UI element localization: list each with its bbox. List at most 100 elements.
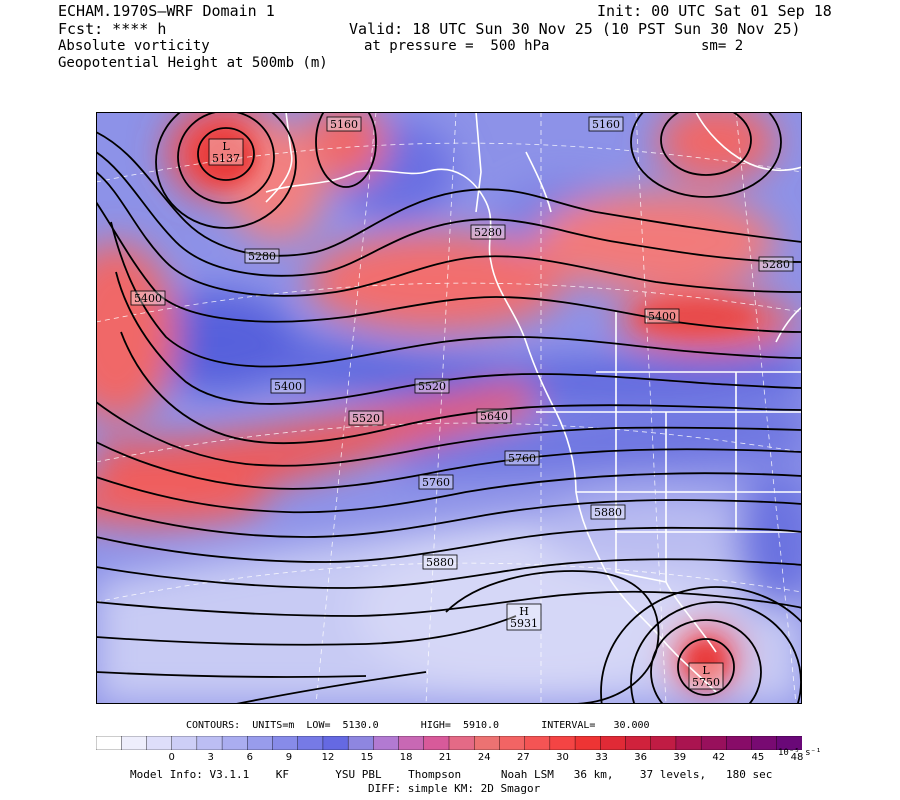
low-marker-text: L	[222, 140, 230, 153]
colorbar-tick-label: 48	[790, 752, 804, 763]
contour-label-text: 5400	[134, 292, 162, 305]
low-marker-text: L	[702, 664, 710, 677]
contour-label: 5880	[590, 504, 626, 520]
contour-label-text: 5760	[508, 452, 536, 465]
colorbar-swatch	[146, 736, 173, 750]
colorbar-tick-label: 39	[673, 752, 687, 763]
contour-label-text: 5160	[592, 118, 620, 131]
contour-label: 5400	[270, 378, 306, 394]
colorbar-swatch	[776, 736, 802, 750]
colorbar-swatch	[221, 736, 248, 750]
colorbar-tick-label: 42	[712, 752, 726, 763]
colorbar-swatch	[700, 736, 728, 750]
field2-label: Geopotential Height at 500mb (m)	[58, 55, 328, 71]
colorbar-tick-label: 21	[438, 752, 452, 763]
contour-label: 5160	[326, 116, 362, 132]
colorbar-tick-label: 6	[246, 752, 253, 763]
valid-time: Valid: 18 UTC Sun 30 Nov 25 (10 PST Sun …	[349, 20, 801, 38]
colorbar-tick-label: 36	[634, 752, 647, 763]
contour-label-text: 5640	[480, 410, 508, 423]
colorbar-units: 10⁻⁵ s⁻¹	[778, 748, 822, 758]
colorbar-swatch	[726, 736, 753, 750]
contour-label: 5640	[476, 408, 512, 424]
contour-label: 5280	[244, 248, 280, 264]
contour-label-text: 5520	[418, 380, 446, 393]
contour-label-text: 5400	[274, 380, 302, 393]
contour-labels: 5160 5160 5280 5280 5280 5400 5400 5400 5520 5520…	[130, 116, 794, 690]
contour-info: CONTOURS: UNITS=m LOW= 5130.0 HIGH= 5910…	[186, 720, 650, 731]
contour-label-text: 5520	[352, 412, 380, 425]
field1-label: Absolute vorticity	[58, 38, 210, 54]
pressure-label: at pressure = 500 hPa	[364, 38, 550, 54]
colorbar-swatch	[675, 736, 702, 750]
colorbar-tick-label: 33	[595, 752, 608, 763]
colorbar-tick-label: 45	[751, 752, 765, 763]
colorbar-swatch	[574, 736, 601, 750]
colorbar-swatch	[297, 736, 324, 750]
contour-label: 5880	[422, 554, 458, 570]
contour-label-text: 5880	[426, 556, 454, 569]
colorbar-tick-label: 12	[321, 752, 335, 763]
contour-label: 5520	[348, 410, 384, 426]
colorbar-swatch	[322, 736, 349, 750]
low-marker-text: 5137	[212, 152, 240, 165]
colorbar-swatch	[751, 736, 778, 750]
colorbar-swatch	[272, 736, 299, 750]
model-title: ECHAM.1970S–WRF Domain 1	[58, 2, 275, 20]
colorbar-tick-label: 0	[168, 752, 175, 763]
model-info: Model Info: V3.1.1 KF YSU PBL Thompson N…	[130, 768, 773, 781]
colorbar-tick-label: 24	[477, 752, 491, 763]
height-contours	[96, 112, 802, 704]
contour-label-text: 5400	[648, 310, 676, 323]
colorbar-tick-label: 30	[556, 752, 569, 763]
contour-label-text: 5280	[762, 258, 790, 271]
contour-label: 5160	[588, 116, 624, 132]
colorbar-swatch	[247, 736, 274, 750]
contour-label: 5400	[644, 308, 680, 324]
contour-label-text: 5280	[474, 226, 502, 239]
graticule	[96, 112, 802, 704]
colorbar-swatch	[625, 736, 652, 750]
forecast-hour: Fcst: **** h	[58, 20, 167, 38]
vorticity-map: 5160 5160 5280 5280 5280 5400 5400 5400 5520 5520…	[96, 112, 802, 704]
contour-label: 5280	[758, 256, 794, 272]
colorbar-tick-label: 15	[360, 752, 374, 763]
colorbar-swatch	[347, 736, 375, 750]
contour-label: 5400	[130, 290, 166, 306]
colorbar-swatch	[171, 736, 198, 750]
smoothing-label: sm= 2	[701, 38, 744, 54]
colorbar-swatch	[121, 736, 148, 750]
colorbar-swatch	[96, 736, 122, 750]
colorbar-swatch	[398, 736, 425, 750]
colorbar-swatch	[650, 736, 677, 750]
contour-label-text: 5880	[594, 506, 622, 519]
boundaries	[265, 112, 802, 693]
colorbar-swatch	[600, 736, 627, 750]
colorbar-swatch	[423, 736, 450, 750]
contour-label-text: 5160	[330, 118, 358, 131]
colorbar-swatch	[499, 736, 526, 750]
high-marker-text: H	[519, 605, 529, 618]
colorbar-swatch	[448, 736, 475, 750]
high-marker-text: 5931	[510, 617, 538, 630]
contour-label: 5520	[414, 378, 450, 394]
contour-label: 5280	[470, 224, 506, 240]
colorbar-swatch	[196, 736, 223, 750]
contour-label: 5760	[504, 450, 540, 466]
diff-info: DIFF: simple KM: 2D Smagor	[368, 782, 541, 795]
init-time: Init: 00 UTC Sat 01 Sep 18	[597, 2, 832, 20]
contour-label-text: 5760	[422, 476, 450, 489]
contour-label: 5760	[418, 474, 454, 490]
colorbar-swatch	[474, 736, 501, 750]
colorbar-tick-label: 27	[517, 752, 530, 763]
colorbar-swatch	[524, 736, 551, 750]
colorbar-swatch	[373, 736, 400, 750]
colorbar	[96, 736, 802, 750]
colorbar-tick-label: 18	[399, 752, 413, 763]
colorbar-tick-label: 9	[285, 752, 293, 763]
low-marker-text: 5750	[692, 676, 720, 689]
colorbar-swatch	[549, 736, 576, 750]
